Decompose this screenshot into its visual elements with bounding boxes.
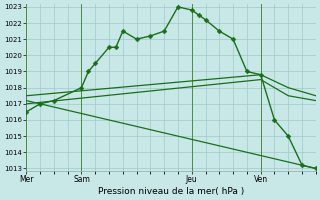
X-axis label: Pression niveau de la mer( hPa ): Pression niveau de la mer( hPa ): [98, 187, 244, 196]
